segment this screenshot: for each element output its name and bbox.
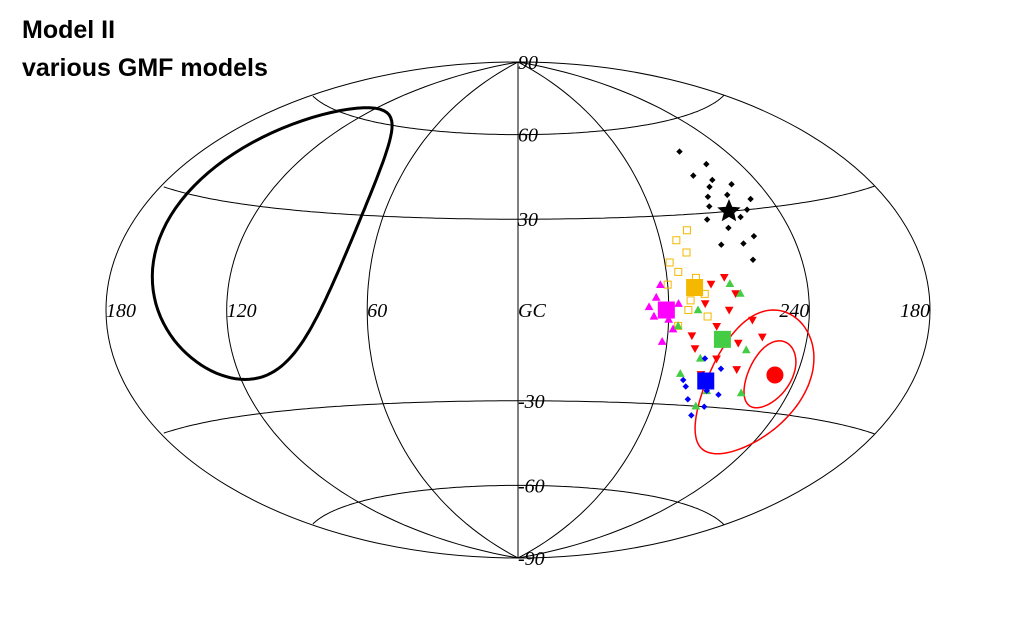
data-point xyxy=(706,183,713,191)
data-point xyxy=(741,345,751,354)
data-point xyxy=(665,258,674,267)
y-tick-label: 90 xyxy=(518,52,538,74)
y-tick-label: 60 xyxy=(518,125,538,147)
y-tick-label: -60 xyxy=(518,475,545,497)
data-point xyxy=(664,314,673,323)
data-point xyxy=(703,312,712,321)
data-point xyxy=(684,396,692,403)
data-point xyxy=(717,365,725,372)
x-tick-label: 120 xyxy=(227,300,257,322)
data-point xyxy=(675,369,685,377)
data-point xyxy=(724,191,731,199)
data-point xyxy=(688,412,695,419)
data-point xyxy=(674,321,683,330)
data-point xyxy=(724,306,734,315)
data-point xyxy=(725,224,732,232)
data-point xyxy=(757,333,767,342)
data-point xyxy=(719,273,729,282)
data-point xyxy=(733,339,743,348)
x-tick-label: 60 xyxy=(367,300,387,322)
contour xyxy=(150,106,394,382)
data-point xyxy=(687,332,697,341)
center-marker xyxy=(717,198,741,222)
data-point xyxy=(674,299,683,307)
center-marker xyxy=(697,372,715,390)
contour xyxy=(743,340,797,409)
data-point xyxy=(700,300,710,309)
parallel xyxy=(163,400,875,435)
data-point xyxy=(657,337,667,345)
data-point xyxy=(706,203,713,210)
data-point xyxy=(731,290,740,299)
data-point xyxy=(743,206,751,213)
center-marker xyxy=(713,330,731,348)
data-point xyxy=(715,391,722,398)
parallel xyxy=(312,484,725,526)
data-point xyxy=(736,388,746,397)
data-point xyxy=(747,195,754,203)
center-marker xyxy=(766,366,784,384)
data-point xyxy=(676,148,683,155)
data-point xyxy=(679,376,687,384)
data-point xyxy=(703,160,710,168)
data-point xyxy=(651,292,661,301)
data-point xyxy=(712,322,722,331)
data-point xyxy=(740,240,747,247)
data-point xyxy=(701,403,708,410)
data-point xyxy=(686,296,695,305)
data-point xyxy=(712,355,721,364)
data-point xyxy=(709,176,716,184)
data-point xyxy=(684,306,693,314)
data-point xyxy=(682,248,691,257)
data-point xyxy=(682,383,689,390)
parallel xyxy=(163,185,875,220)
data-point xyxy=(718,241,725,248)
data-point xyxy=(690,172,697,179)
x-tick-label: 180 xyxy=(106,300,136,322)
data-point xyxy=(673,321,683,330)
data-point xyxy=(674,267,683,276)
data-point xyxy=(691,401,701,410)
chart-subtitle: various GMF models xyxy=(22,54,268,82)
data-point xyxy=(749,256,757,263)
y-tick-label: -90 xyxy=(518,548,545,570)
x-tick-label: 240 xyxy=(779,300,809,322)
x-tick-label: GC xyxy=(518,300,546,322)
data-point xyxy=(750,232,758,240)
y-tick-label: -30 xyxy=(518,391,545,413)
data-point xyxy=(748,316,757,325)
x-tick-label: 180 xyxy=(900,300,930,322)
chart-title: Model II xyxy=(22,16,115,44)
y-tick-label: 30 xyxy=(517,209,538,231)
parallel xyxy=(312,94,725,136)
data-point xyxy=(725,279,735,288)
data-point xyxy=(649,311,659,320)
data-point xyxy=(690,345,700,354)
data-point xyxy=(728,181,735,188)
data-point xyxy=(656,280,665,289)
center-marker xyxy=(686,279,704,297)
center-marker xyxy=(657,301,675,319)
data-point xyxy=(682,226,691,235)
data-point xyxy=(703,216,711,223)
data-point xyxy=(644,302,654,311)
data-point xyxy=(732,366,742,374)
data-point xyxy=(735,288,745,297)
data-point xyxy=(663,280,672,289)
data-point xyxy=(693,305,703,314)
data-point xyxy=(701,355,709,362)
data-point xyxy=(695,353,705,362)
data-point xyxy=(706,280,716,289)
data-point xyxy=(672,236,681,245)
data-point xyxy=(737,213,744,221)
data-point xyxy=(704,193,712,201)
